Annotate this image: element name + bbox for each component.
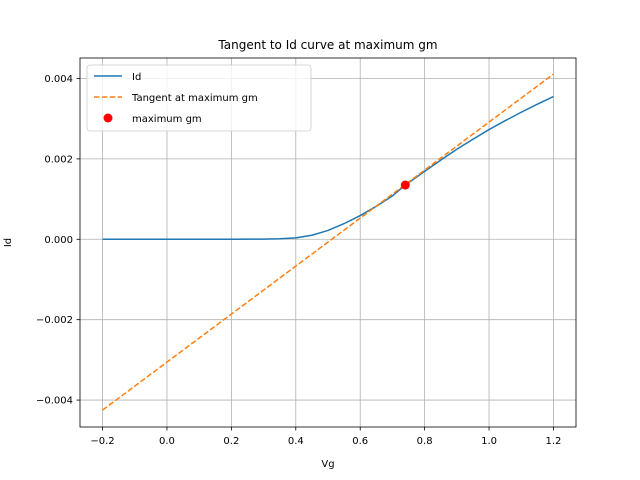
legend-label-maximum-gm: maximum gm [132, 114, 202, 125]
legend-box [86, 64, 312, 132]
y-axis-ticks: −0.004 −0.002 0.000 0.002 0.004 [36, 74, 80, 407]
plot-frame [79, 57, 577, 428]
x-tick-label: 0.0 [159, 436, 175, 447]
plot-area [102, 73, 554, 411]
series-line-id [102, 95, 554, 241]
y-tick-label: 0.004 [44, 74, 73, 85]
x-tick-label: 0.8 [417, 436, 433, 447]
y-tick-label: −0.002 [36, 315, 73, 326]
x-tick-label: 0.4 [288, 436, 304, 447]
x-tick-label: 1.2 [546, 436, 562, 447]
legend-label-tangent: Tangent at maximum gm [131, 93, 258, 104]
x-axis-ticks: −0.2 0.0 0.2 0.4 0.6 0.8 1.0 1.2 [90, 427, 561, 447]
x-tick-label: −0.2 [90, 436, 114, 447]
x-tick-label: 1.0 [481, 436, 497, 447]
x-tick-label: 0.2 [223, 436, 239, 447]
legend: Id Tangent at maximum gm maximum gm [86, 64, 312, 132]
series-line-tangent [102, 73, 554, 411]
chart-title: Tangent to Id curve at maximum gm [217, 38, 437, 52]
maximum-gm-point [400, 180, 410, 190]
y-axis-label: Id [3, 238, 14, 247]
legend-marker-maximum-gm [103, 113, 113, 123]
y-tick-label: −0.004 [36, 396, 73, 407]
y-tick-label: 0.000 [44, 235, 73, 246]
x-axis-label: Vg [321, 459, 334, 470]
y-tick-label: 0.002 [44, 154, 73, 165]
legend-label-id: Id [132, 72, 141, 83]
x-tick-label: 0.6 [352, 436, 368, 447]
